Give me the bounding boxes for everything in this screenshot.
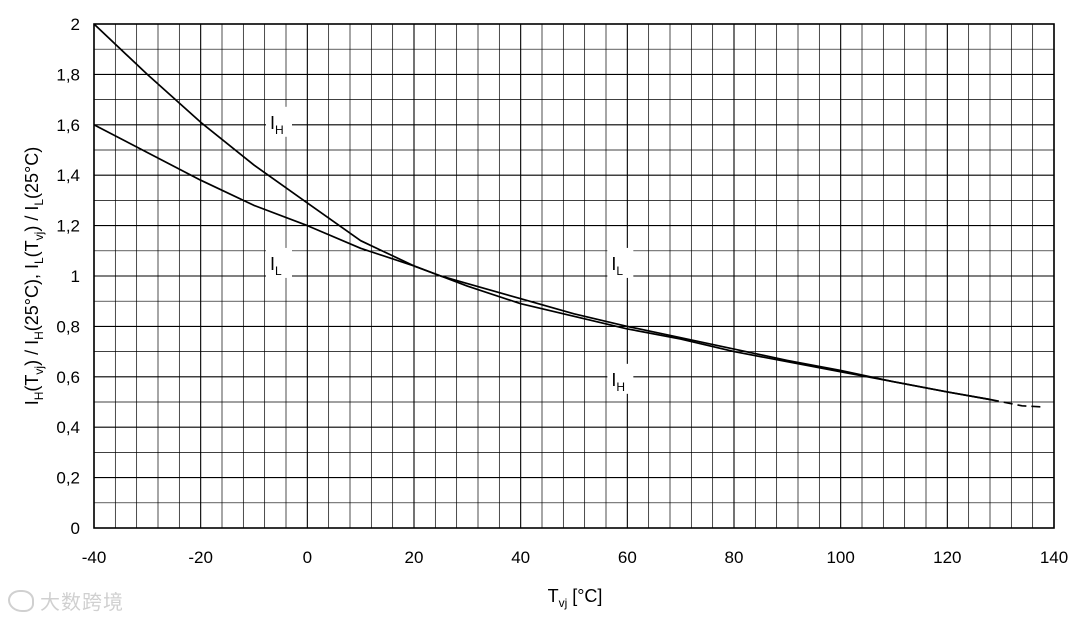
- y-axis-ticks: 0 0,2 0,4 0,6 0,8 1 1,2 1,4 1,6 1,8 2: [56, 15, 80, 538]
- plot-frame: [93, 23, 1055, 529]
- y-tick-label: 0,4: [56, 418, 80, 437]
- watermark-text: 大数跨境: [40, 590, 124, 614]
- curve-label-background: [607, 363, 634, 394]
- x-tick-label: 120: [933, 548, 961, 567]
- y-tick-label: 0: [71, 519, 80, 538]
- x-tick-label: 40: [511, 548, 530, 567]
- y-tick-label: 1,8: [56, 65, 80, 84]
- x-tick-label: 80: [725, 548, 744, 567]
- y-tick-label: 1,2: [56, 217, 80, 236]
- x-tick-label: 20: [405, 548, 424, 567]
- curve-ih-extrapolated: [989, 398, 1044, 408]
- y-tick-label: 0,6: [56, 368, 80, 387]
- watermark: 大数跨境: [8, 586, 124, 615]
- x-tick-label: -20: [188, 548, 213, 567]
- y-tick-label: 1,6: [56, 116, 80, 135]
- x-axis-ticks: -40 -20 0 20 40 60 80 100 120 140: [82, 548, 1068, 567]
- curve-label-background: [266, 247, 292, 278]
- curves: [93, 23, 1044, 408]
- curve-label: IH: [270, 113, 284, 137]
- y-tick-label: 1: [71, 267, 80, 286]
- y-tick-label: 0,8: [56, 317, 80, 336]
- curve-annotations: IH IL IL IH: [266, 106, 634, 394]
- y-tick-label: 0,2: [56, 469, 80, 488]
- x-tick-label: 60: [618, 548, 637, 567]
- x-tick-label: 100: [826, 548, 854, 567]
- x-tick-label: -40: [82, 548, 107, 567]
- watermark-logo-icon: [8, 590, 34, 612]
- curve-label-background: [607, 247, 634, 278]
- x-axis-label-sub: vj: [559, 596, 568, 610]
- x-axis-label: Tvj [°C]: [548, 586, 603, 610]
- curve-label-background: [266, 106, 292, 137]
- curve-label: IH: [611, 370, 625, 394]
- x-axis-label-unit: [°C]: [567, 586, 602, 606]
- y-tick-label: 2: [71, 15, 80, 34]
- x-axis-label-main: T: [548, 586, 559, 606]
- x-tick-label: 0: [303, 548, 312, 567]
- curve-il: [93, 124, 991, 401]
- x-tick-label: 140: [1040, 548, 1068, 567]
- y-axis-label: IH(Tvj) / IH(25°C), IL(Tvj) / IL(25°C): [22, 147, 46, 406]
- curve-label: IL: [611, 254, 623, 278]
- curve-label: IL: [270, 254, 282, 278]
- curve-ih: [93, 23, 991, 401]
- y-tick-label: 1,4: [56, 166, 80, 185]
